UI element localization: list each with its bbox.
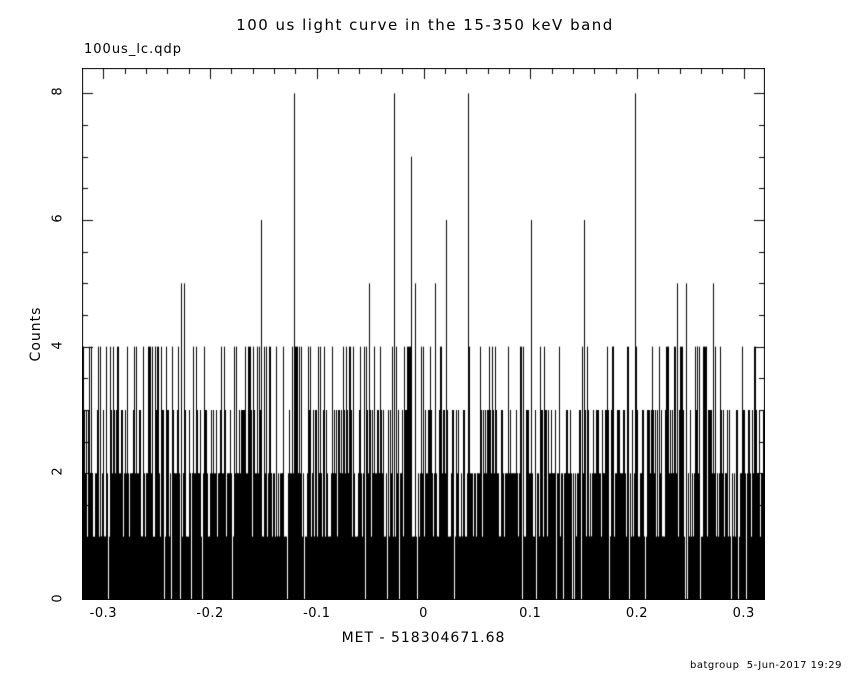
y-tick-label: 2 — [50, 467, 66, 476]
x-tick-label: -0.1 — [303, 606, 331, 621]
y-tick-label: 6 — [50, 214, 66, 223]
plot-area — [82, 68, 765, 600]
x-tick-label: 0.2 — [625, 606, 649, 621]
y-axis-label: Counts — [28, 306, 44, 362]
file-label: 100us_lc.qdp — [84, 42, 182, 57]
light-curve-canvas — [82, 68, 765, 600]
y-tick-label: 0 — [50, 594, 66, 603]
x-axis-label: MET - 518304671.68 — [341, 630, 506, 646]
credit-stamp: batgroup 5-Jun-2017 19:29 — [689, 660, 842, 671]
x-tick-label: -0.3 — [89, 606, 118, 621]
x-tick-label: 0.3 — [732, 606, 755, 621]
y-tick-label: 8 — [50, 87, 66, 96]
chart-title: 100 us light curve in the 15-350 keV ban… — [236, 16, 614, 34]
y-tick-label: 4 — [50, 341, 66, 350]
x-tick-label: 0.1 — [519, 606, 542, 621]
x-tick-label: 0 — [419, 606, 428, 621]
x-tick-label: -0.2 — [196, 606, 224, 621]
